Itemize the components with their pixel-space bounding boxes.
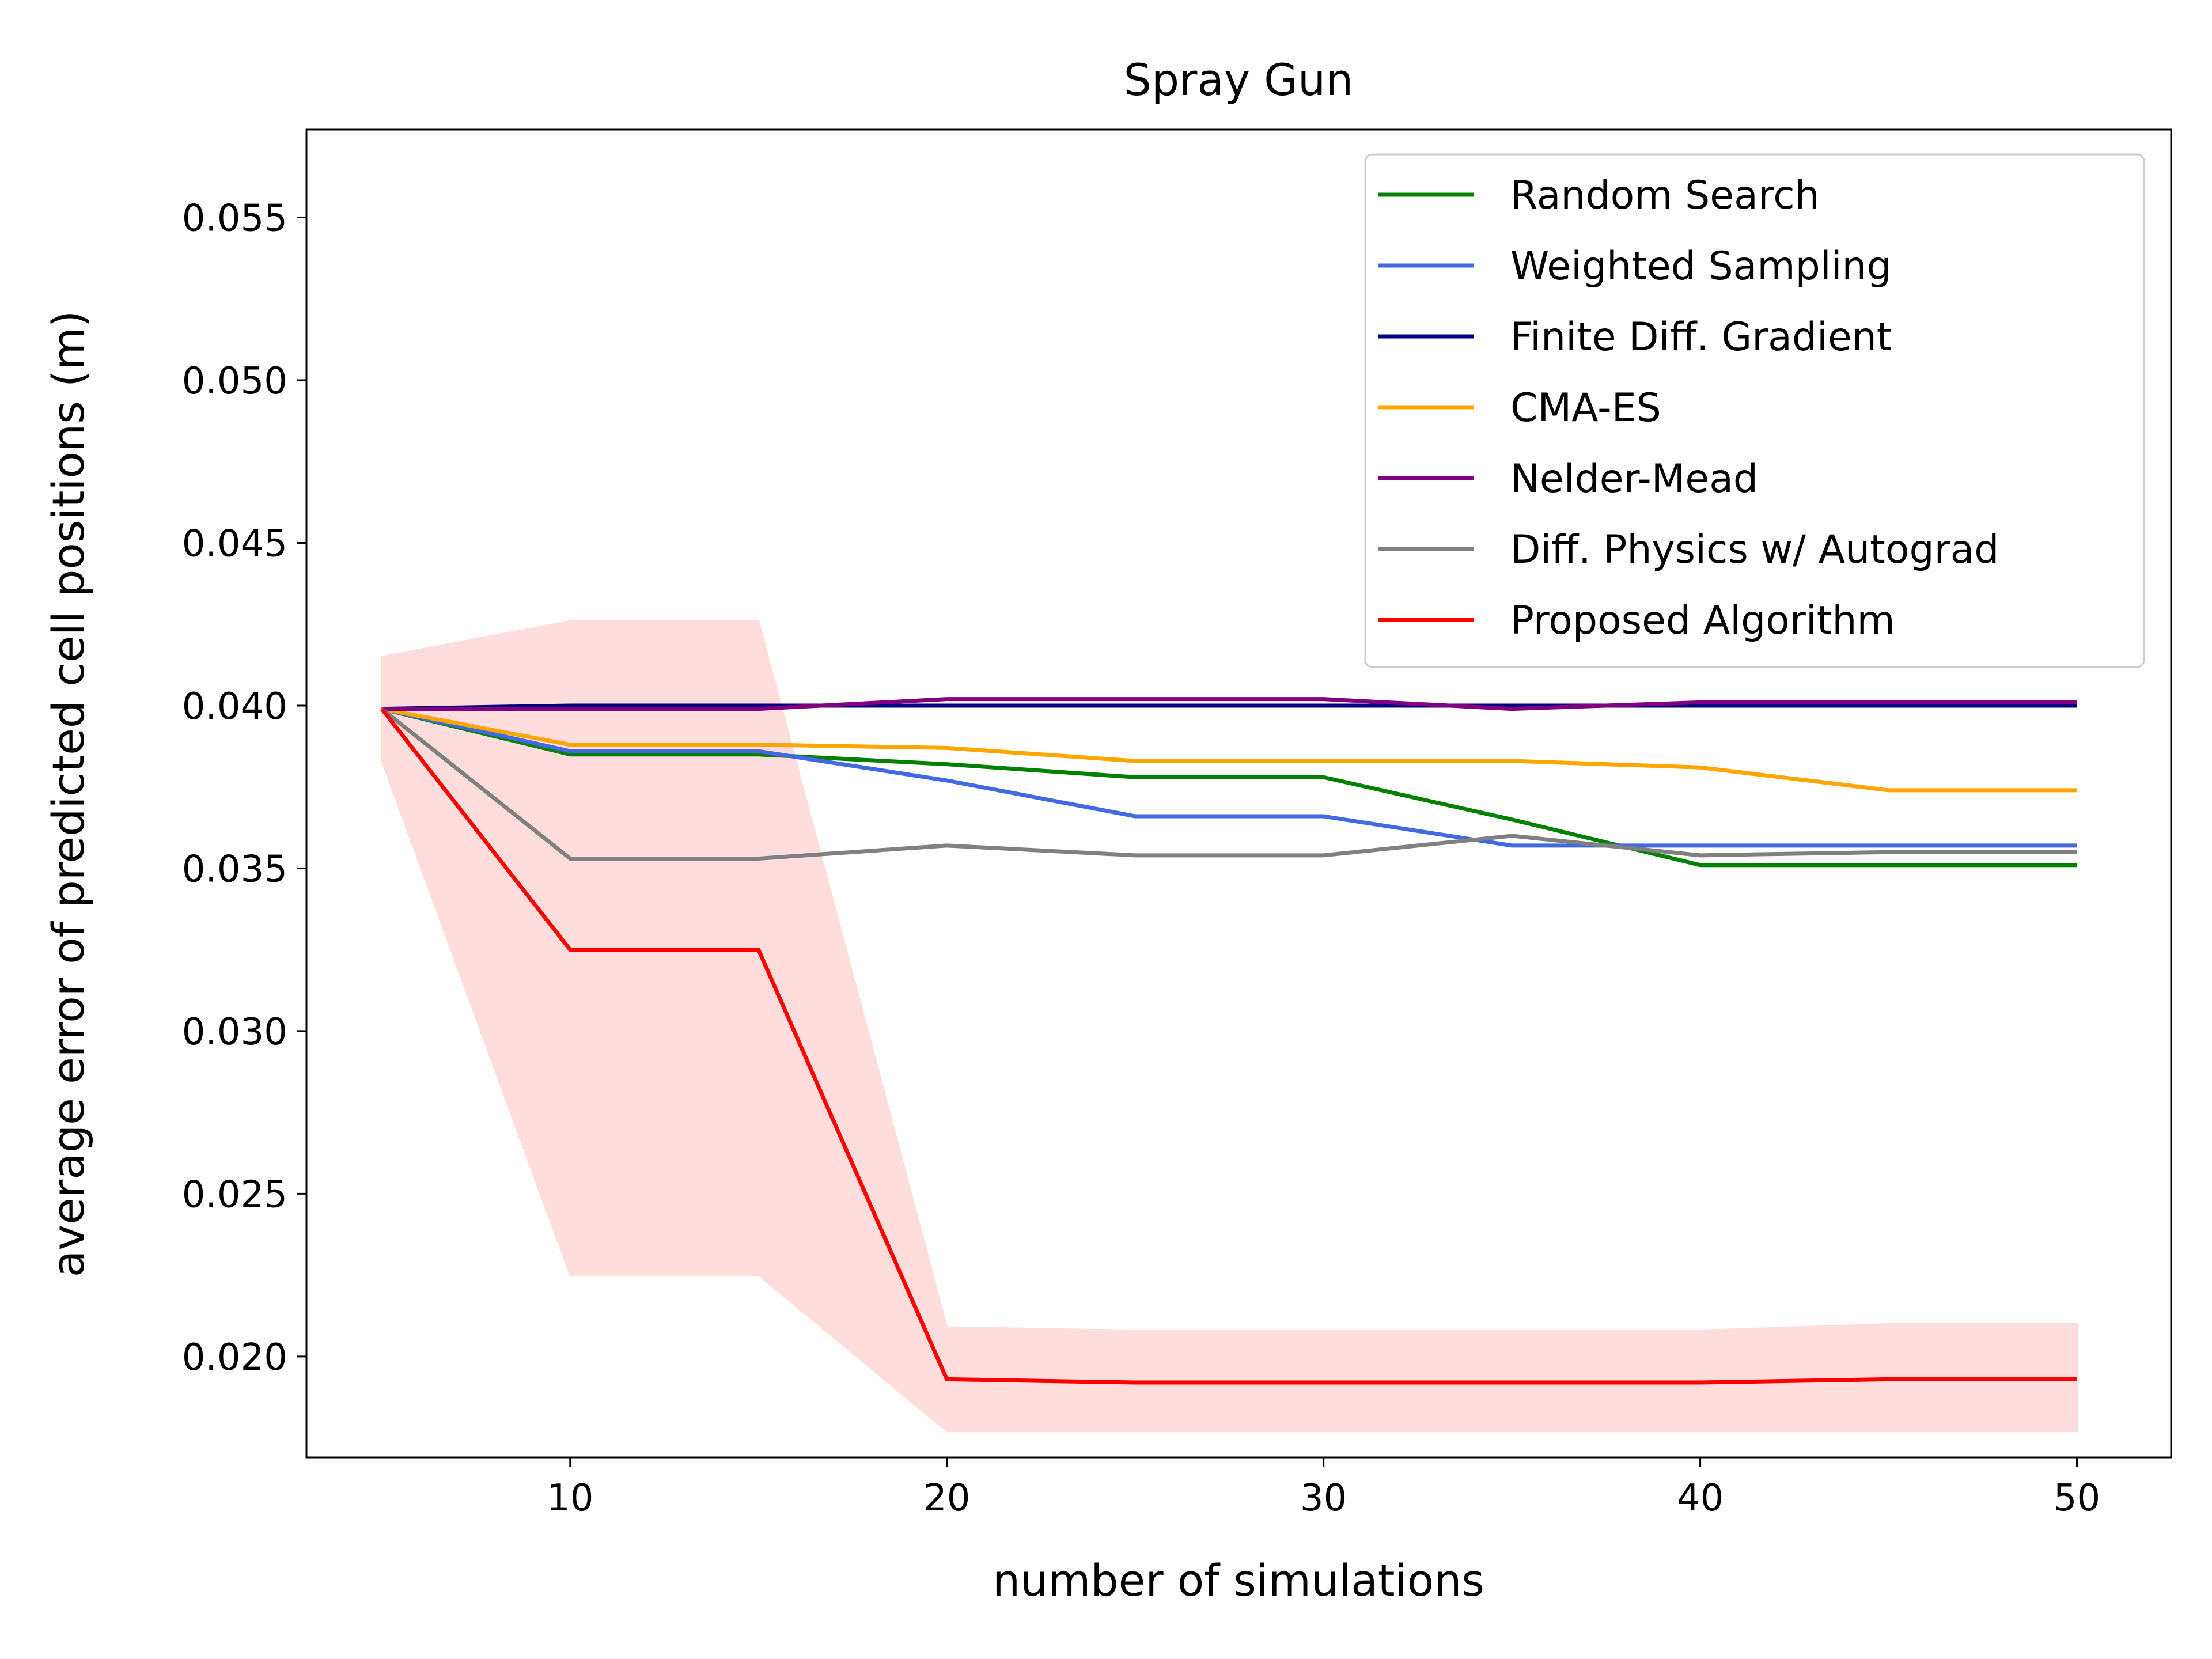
y-axis: 0.020 0.025 0.030 0.035 0.040 0.045 0.050 0.055 (182, 198, 306, 1379)
y-tick-label: 0.020 (182, 1336, 287, 1379)
y-tick-label: 0.040 (182, 685, 287, 728)
y-tick-label: 0.030 (182, 1011, 287, 1054)
x-axis: 10 20 30 40 50 (547, 1457, 2100, 1520)
series-line-nelder-mead (381, 697, 2077, 711)
y-tick-label: 0.025 (182, 1173, 287, 1216)
legend: Random Search Weighted Sampling Finite Dif… (1364, 153, 2145, 668)
y-axis-label: average error of predicted cell position… (43, 310, 94, 1278)
legend-label-random-search: Random Search (1510, 173, 1820, 218)
y-tick-label: 0.045 (182, 522, 287, 565)
confidence-band-proposed-algorithm (381, 620, 2078, 1433)
series-line-cma-es (381, 707, 2077, 793)
x-axis-label: number of simulations (993, 1555, 1484, 1606)
y-tick-label: 0.050 (182, 360, 287, 403)
series-line-random-search (381, 707, 2077, 868)
x-tick-label: 50 (2054, 1477, 2100, 1520)
plot-area-frame (305, 128, 2172, 1459)
legend-label-diff-physics-w-autograd: Diff. Physics w/ Autograd (1510, 527, 1999, 573)
confidence-band-layer (381, 620, 2078, 1433)
x-tick-label: 10 (547, 1477, 593, 1520)
legend-label-nelder-mead: Nelder-Mead (1510, 456, 1758, 502)
x-tick-label: 30 (1300, 1477, 1347, 1520)
y-tick-label: 0.055 (182, 198, 287, 240)
x-tick-label: 40 (1677, 1477, 1724, 1520)
series-line-weighted-sampling (381, 707, 2077, 848)
series-line-finite-diff-gradient (381, 703, 2077, 711)
legend-label-weighted-sampling: Weighted Sampling (1510, 244, 1892, 289)
legend-frame (1364, 153, 2145, 668)
series-lines-layer (380, 697, 2077, 1385)
legend-label-proposed-algorithm: Proposed Algorithm (1510, 598, 1895, 643)
legend-label-cma-es: CMA-ES (1510, 385, 1661, 431)
series-line-proposed-algorithm (380, 707, 2077, 1385)
legend-label-finite-diff-gradient: Finite Diff. Gradient (1510, 315, 1892, 360)
x-tick-label: 20 (923, 1477, 970, 1520)
chart-title: Spray Gun (1124, 54, 1354, 105)
series-line-diff-physics-w-autograd (380, 707, 2077, 861)
y-tick-label: 0.035 (182, 848, 287, 891)
